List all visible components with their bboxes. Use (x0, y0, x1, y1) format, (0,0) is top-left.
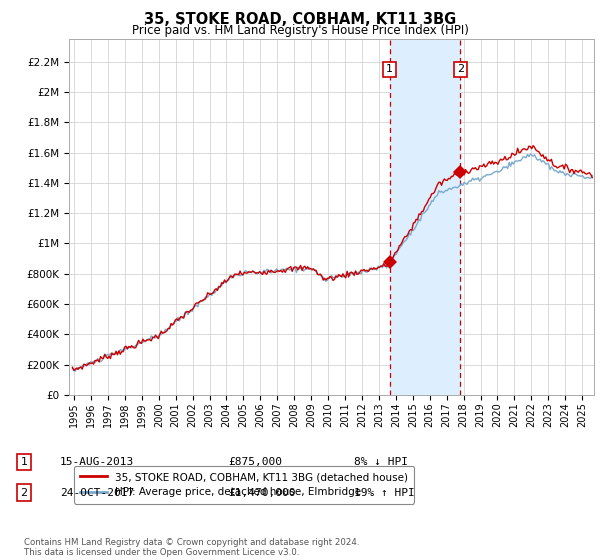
Text: 35, STOKE ROAD, COBHAM, KT11 3BG: 35, STOKE ROAD, COBHAM, KT11 3BG (144, 12, 456, 27)
Text: 2: 2 (457, 64, 464, 74)
Text: 2: 2 (20, 488, 28, 498)
Legend: 35, STOKE ROAD, COBHAM, KT11 3BG (detached house), HPI: Average price, detached : 35, STOKE ROAD, COBHAM, KT11 3BG (detach… (74, 466, 414, 503)
Bar (389, 39, 460, 395)
Text: 15-AUG-2013: 15-AUG-2013 (60, 457, 134, 467)
Text: 24-OCT-2017: 24-OCT-2017 (60, 488, 134, 498)
Text: Contains HM Land Registry data © Crown copyright and database right 2024.
This d: Contains HM Land Registry data © Crown c… (24, 538, 359, 557)
Text: 8% ↓ HPI: 8% ↓ HPI (354, 457, 408, 467)
Text: 19% ↑ HPI: 19% ↑ HPI (354, 488, 415, 498)
Text: 1: 1 (20, 457, 28, 467)
Text: 1: 1 (386, 64, 393, 74)
Text: £875,000: £875,000 (228, 457, 282, 467)
Text: £1,470,000: £1,470,000 (228, 488, 296, 498)
Text: Price paid vs. HM Land Registry's House Price Index (HPI): Price paid vs. HM Land Registry's House … (131, 24, 469, 36)
